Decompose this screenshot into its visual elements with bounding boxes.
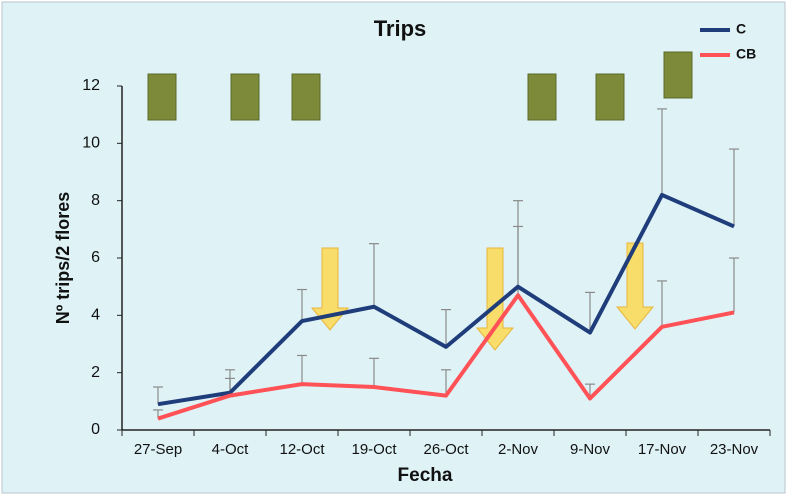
x-tick-label: 2-Nov xyxy=(498,441,539,458)
x-axis-label: Fecha xyxy=(398,465,453,486)
legend-label: CB xyxy=(736,46,756,62)
error-bar xyxy=(369,357,379,387)
y-tick-label: 4 xyxy=(91,307,100,324)
y-tick-label: 12 xyxy=(82,77,100,94)
error-bar xyxy=(297,288,307,322)
x-tick-label: 27-Sep xyxy=(134,441,182,458)
insect-icons xyxy=(147,51,693,121)
error-bar xyxy=(729,257,739,313)
treatment-arrows xyxy=(310,242,655,351)
data-line xyxy=(157,293,735,421)
x-tick-label: 19-Oct xyxy=(351,441,397,458)
y-tick-label: 8 xyxy=(91,192,100,209)
error-bar xyxy=(729,148,739,227)
x-tick-label: 9-Nov xyxy=(570,441,611,458)
x-tick-label: 12-Oct xyxy=(279,441,325,458)
error-bar xyxy=(441,369,451,396)
x-tick-label: 4-Oct xyxy=(212,441,250,458)
y-axis-label: Nº trips/2 flores xyxy=(53,192,73,325)
error-bar xyxy=(657,108,667,195)
error-bar xyxy=(369,243,379,307)
x-tick-label: 17-Nov xyxy=(638,441,687,458)
data-line xyxy=(157,192,735,407)
error-bar xyxy=(513,225,523,296)
y-tick-label: 10 xyxy=(82,135,100,152)
legend-label: C xyxy=(736,21,746,37)
error-bar xyxy=(297,354,307,385)
y-tick-label: 0 xyxy=(91,421,100,438)
y-tick-label: 2 xyxy=(91,364,100,381)
x-tick-label: 26-Oct xyxy=(423,441,469,458)
error-bar xyxy=(441,309,451,347)
x-tick-label: 23-Nov xyxy=(710,441,759,458)
chart-title: Trips xyxy=(374,16,427,41)
error-bar xyxy=(153,386,163,405)
y-tick-label: 6 xyxy=(91,249,100,266)
error-bar xyxy=(657,280,667,327)
error-bar xyxy=(585,291,595,333)
